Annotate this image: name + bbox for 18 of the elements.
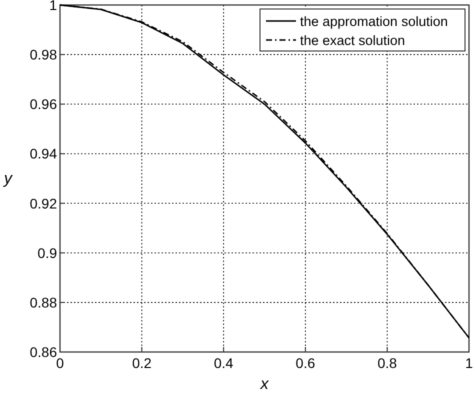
legend-label: the appromation solution <box>300 14 448 29</box>
x-tick-label: 0.8 <box>377 355 398 371</box>
x-tick-label: 1 <box>465 355 474 371</box>
y-tick-label: 0.88 <box>30 294 58 310</box>
x-tick-label: 0 <box>56 355 64 371</box>
y-tick-label: 0.86 <box>30 344 58 360</box>
x-tick-label: 0.4 <box>214 355 234 371</box>
y-axis-title: y <box>3 170 13 188</box>
y-tick-label: 0.96 <box>30 96 58 112</box>
x-tick-label: 0.6 <box>296 355 316 371</box>
y-tick-label: 0.94 <box>30 146 58 162</box>
y-tick-label: 0.98 <box>30 46 58 63</box>
y-tick-label: 0.9 <box>38 244 58 261</box>
legend-label: the exact solution <box>300 33 406 48</box>
y-tick-label: 1 <box>49 0 58 13</box>
y-tick-label: 0.92 <box>30 195 58 212</box>
x-tick-label: 0.2 <box>132 355 152 371</box>
x-axis-title: x <box>260 376 270 393</box>
